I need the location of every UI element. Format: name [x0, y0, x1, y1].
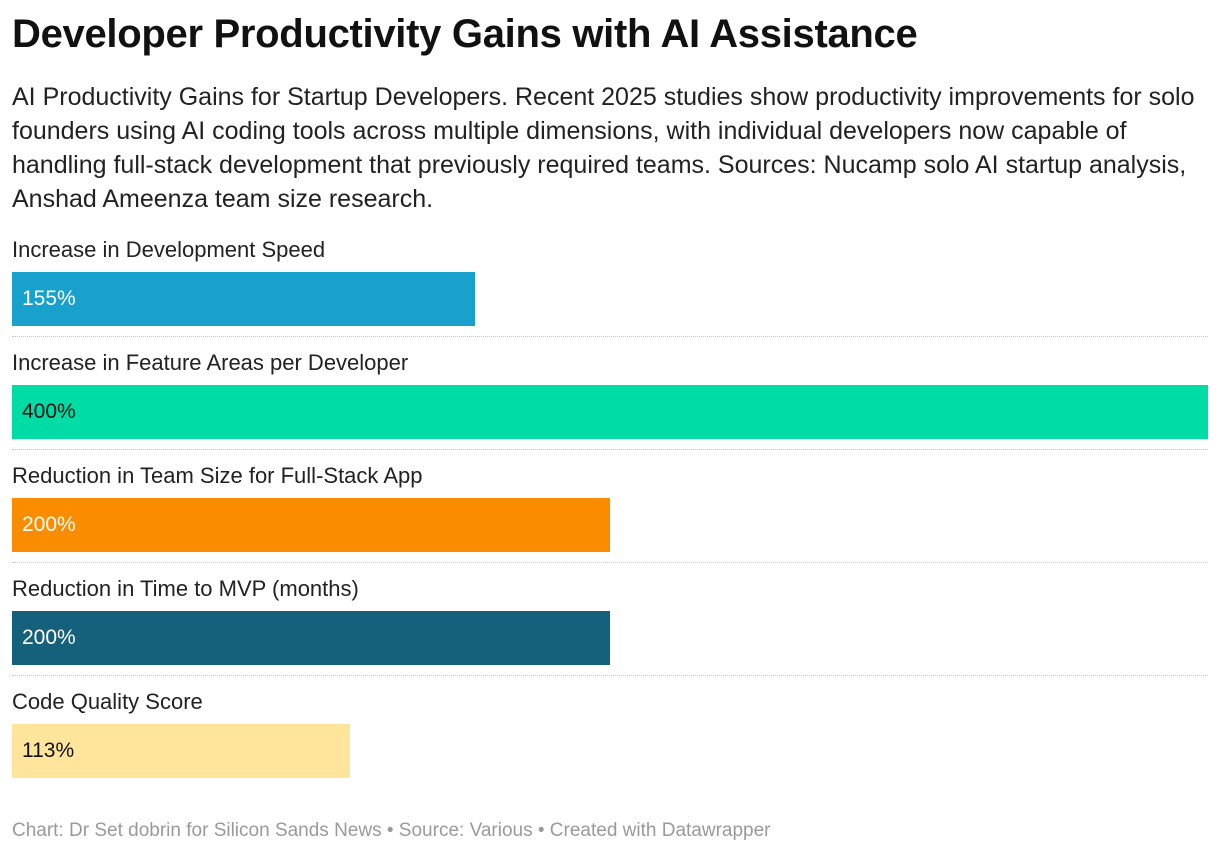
chart-subtitle: AI Productivity Gains for Startup Develo…	[12, 83, 1195, 213]
category-label: Reduction in Time to MVP (months)	[12, 576, 359, 601]
bar-track: 400%	[12, 385, 1208, 439]
category-label: Increase in Development Speed	[12, 237, 326, 262]
row-divider	[12, 562, 1208, 563]
bar-value-label: 400%	[22, 400, 76, 423]
category-label: Reduction in Team Size for Full-Stack Ap…	[12, 463, 423, 488]
row-divider	[12, 675, 1208, 676]
category-label: Code Quality Score	[12, 689, 203, 714]
bar: 155%	[12, 272, 476, 326]
category-label: Increase in Feature Areas per Developer	[12, 350, 409, 375]
chart-title: Developer Productivity Gains with AI Ass…	[12, 12, 918, 56]
bar-track: 200%	[12, 611, 1208, 665]
bar-value-label: 200%	[22, 513, 76, 536]
bar-row: Reduction in Time to MVP (months) 200%	[12, 575, 1208, 688]
bar: 400%	[12, 385, 1208, 439]
bar: 113%	[12, 724, 350, 778]
bar-value-label: 200%	[22, 626, 76, 649]
bar-track: 200%	[12, 498, 1208, 552]
row-divider	[12, 449, 1208, 450]
bar: 200%	[12, 498, 610, 552]
bar-value-label: 113%	[22, 739, 75, 762]
bar-row: Increase in Feature Areas per Developer 4…	[12, 349, 1208, 462]
chart-footer: Chart: Dr Set dobrin for Silicon Sands N…	[12, 820, 771, 841]
bar-chart: Increase in Development Speed 155% Increas…	[12, 236, 1208, 801]
bar-track: 113%	[12, 724, 1208, 778]
bar-row: Reduction in Team Size for Full-Stack Ap…	[12, 462, 1208, 575]
bar-row: Increase in Development Speed 155%	[12, 236, 1208, 349]
bar-row: Code Quality Score 113%	[12, 688, 1208, 801]
bar-track: 155%	[12, 272, 1208, 326]
row-divider	[12, 336, 1208, 337]
bar-value-label: 155%	[22, 287, 76, 310]
bar: 200%	[12, 611, 610, 665]
